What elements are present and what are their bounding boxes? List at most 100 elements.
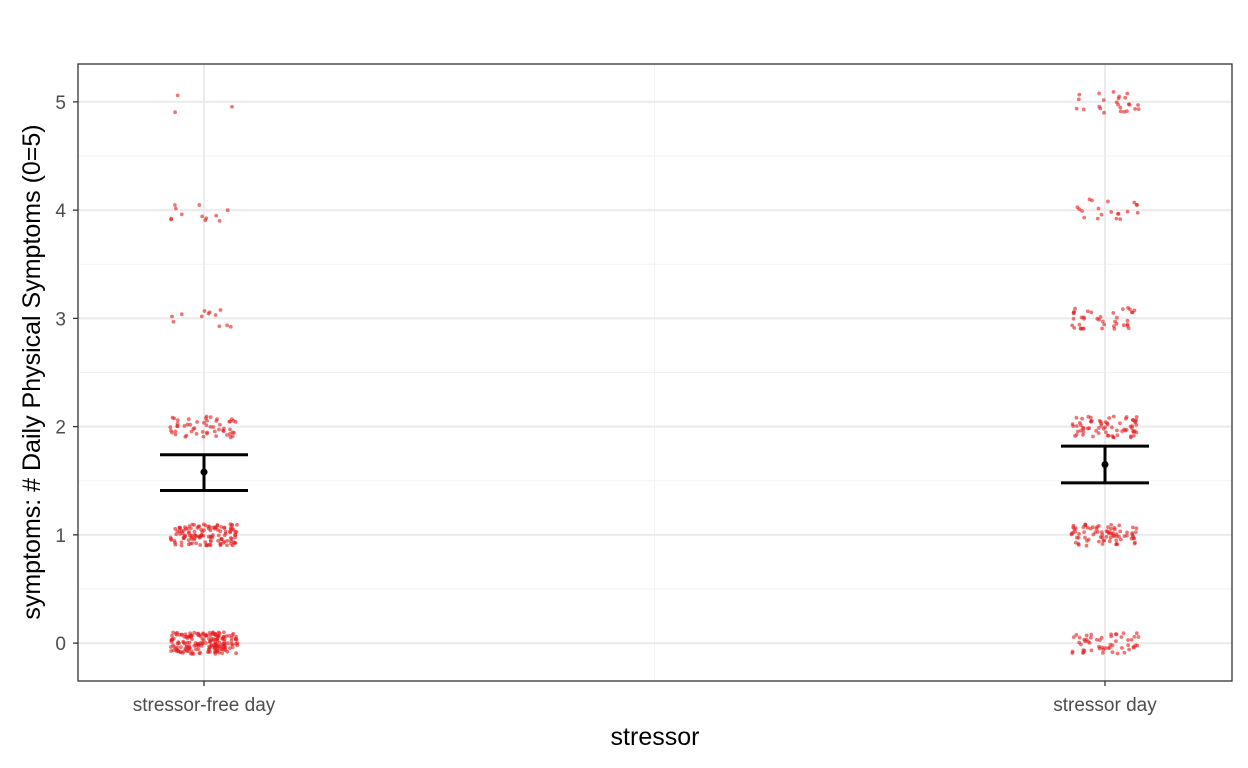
data-point	[1122, 110, 1126, 114]
data-point	[1116, 102, 1120, 107]
data-point	[187, 646, 191, 651]
data-point	[192, 529, 197, 534]
data-point	[184, 647, 189, 652]
data-point	[1070, 651, 1075, 655]
data-point	[172, 416, 177, 421]
data-point	[179, 645, 183, 649]
data-point	[203, 540, 208, 545]
x-tick-label: stressor-free day	[133, 695, 276, 716]
data-point	[1131, 525, 1135, 530]
data-point	[207, 631, 212, 635]
data-point	[1077, 92, 1082, 97]
y-tick-label: 0	[55, 634, 66, 655]
data-point	[1075, 535, 1079, 540]
data-point	[1088, 415, 1093, 420]
data-point	[1114, 538, 1119, 543]
data-point	[1081, 650, 1086, 655]
data-point	[1134, 526, 1139, 531]
data-point	[218, 422, 222, 427]
x-axis: stressor-free day stressor day	[133, 681, 1157, 716]
data-point	[1110, 425, 1114, 430]
data-point	[216, 528, 220, 532]
data-point	[1133, 420, 1137, 425]
data-point	[183, 641, 187, 646]
data-point	[1093, 530, 1098, 535]
data-point	[179, 540, 184, 545]
data-point	[169, 428, 173, 433]
data-point	[1108, 535, 1113, 540]
data-point	[1111, 414, 1116, 419]
data-point	[227, 633, 232, 638]
data-point	[1124, 415, 1129, 419]
data-point	[233, 541, 237, 545]
data-point	[1084, 543, 1089, 548]
data-point	[217, 219, 222, 223]
data-point	[1106, 199, 1110, 204]
data-point	[198, 650, 203, 655]
data-point	[218, 308, 223, 312]
data-point	[171, 630, 176, 635]
data-point	[1074, 633, 1079, 637]
data-point	[1118, 217, 1123, 222]
data-point	[194, 541, 199, 546]
data-point	[222, 525, 227, 530]
data-point	[199, 533, 204, 537]
data-point	[1111, 311, 1116, 315]
data-point	[195, 420, 200, 424]
data-point	[1071, 523, 1076, 528]
data-point	[206, 311, 211, 316]
data-point	[229, 523, 234, 528]
data-point	[1097, 418, 1102, 423]
data-point	[174, 206, 178, 211]
data-point	[169, 537, 173, 541]
data-point	[201, 632, 205, 636]
data-point	[1119, 635, 1124, 639]
data-point	[1126, 102, 1131, 106]
data-point	[204, 641, 208, 645]
data-point	[170, 633, 174, 638]
data-point	[171, 319, 176, 324]
data-point	[199, 527, 204, 532]
data-point	[1111, 90, 1116, 94]
data-point	[1107, 416, 1112, 420]
data-point	[1097, 539, 1101, 544]
data-point	[182, 424, 187, 428]
data-point	[1072, 310, 1076, 314]
data-point	[1089, 310, 1094, 315]
data-point	[1118, 421, 1122, 426]
data-point	[212, 650, 217, 655]
data-point	[1126, 638, 1130, 642]
data-point	[1120, 646, 1124, 650]
data-point	[228, 432, 232, 436]
data-point	[1106, 531, 1111, 536]
data-point	[1085, 539, 1089, 543]
data-point	[1126, 326, 1131, 331]
data-point	[1097, 646, 1102, 651]
data-point	[1110, 643, 1115, 648]
data-point	[1130, 531, 1135, 535]
data-point	[198, 543, 203, 547]
data-point	[1095, 216, 1100, 221]
data-point	[1127, 647, 1131, 652]
data-point	[1132, 200, 1137, 205]
data-point	[201, 522, 206, 527]
data-point	[1074, 432, 1079, 437]
data-point	[1071, 635, 1076, 639]
data-point	[1070, 323, 1075, 328]
data-point	[234, 530, 239, 534]
data-point	[229, 635, 234, 640]
data-point	[228, 427, 232, 432]
data-point	[1125, 318, 1130, 323]
data-point	[1116, 211, 1120, 216]
data-point	[192, 643, 197, 648]
data-point	[1125, 322, 1130, 327]
data-point	[1099, 635, 1104, 640]
data-point	[1087, 641, 1092, 645]
data-point	[223, 531, 228, 536]
data-point	[228, 324, 233, 329]
data-point	[209, 643, 214, 648]
data-point	[209, 534, 213, 539]
data-point	[1102, 322, 1107, 327]
data-point	[1118, 109, 1123, 114]
data-point	[1136, 107, 1141, 111]
